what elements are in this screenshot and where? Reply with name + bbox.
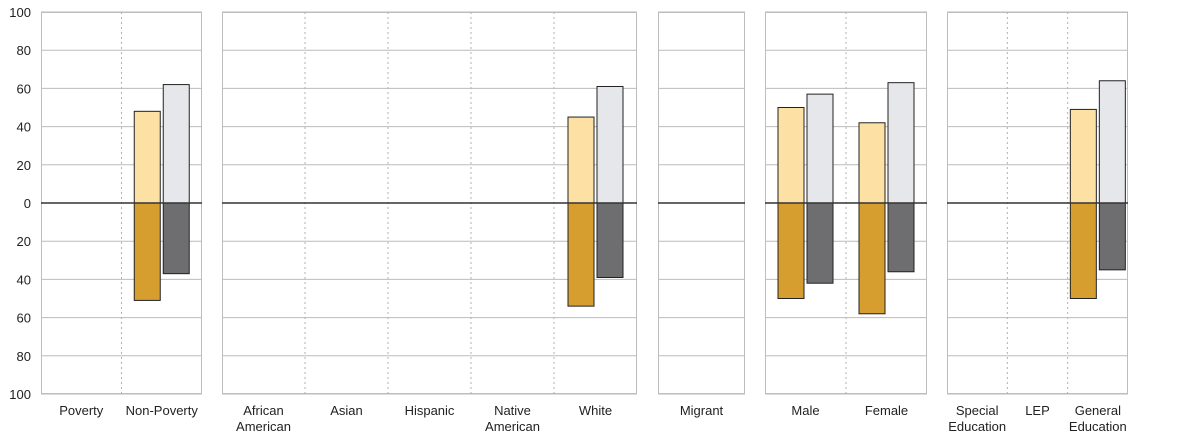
bar-upper-2 [806,93,834,204]
bar-lower-2 [1098,202,1126,271]
category-label: White [579,403,612,418]
bar-lower-2 [887,202,915,273]
category-label: Female [865,403,908,418]
bar-upper-1 [1069,108,1097,204]
category-label: General Education [1069,403,1127,434]
bar-upper-2 [887,82,915,204]
bar-lower-2 [162,202,190,275]
panel-1: Poverty Non-Poverty [41,11,202,418]
category-label: Asian [330,403,363,418]
panel-3: Migrant [658,11,745,418]
y-tick-label: 0 [24,196,31,211]
bar-lower-1 [1069,202,1097,299]
y-tick-label: 100 [9,387,31,402]
bar-upper-2 [1098,80,1126,204]
y-tick-label: 80 [17,43,31,58]
category-label: African American [236,403,291,434]
bar-upper-2 [596,85,624,204]
y-tick-label: 100 [9,5,31,20]
bar-upper-2 [162,84,190,204]
category-label: Special Education [948,403,1006,434]
panel-4: Male Female [765,11,927,418]
bar-upper-1 [133,110,161,204]
category-label: LEP [1025,403,1050,418]
bar-lower-1 [567,202,595,307]
y-tick-label: 40 [17,272,31,287]
bar-upper-1 [567,116,595,204]
category-label: Male [791,403,819,418]
category-label: Native American [485,403,540,434]
y-tick-label: 80 [17,349,31,364]
category-label: Non-Poverty [126,403,199,418]
bar-lower-1 [777,202,805,299]
bar-lower-2 [806,202,834,284]
panel-2: African American Asian Hispanic Native Americ… [222,11,637,434]
category-label: Hispanic [405,403,455,418]
bar-upper-1 [777,107,805,204]
bar-upper-1 [858,122,886,204]
category-label: Poverty [59,403,104,418]
category-label: Migrant [680,403,724,418]
y-tick-label: 20 [17,158,31,173]
bar-lower-2 [596,202,624,278]
bar-lower-1 [133,202,161,301]
panel-5: Special Education LEP General Education [947,11,1128,434]
y-axis: 100 80 60 40 20 0 20 40 60 80 100 [9,5,31,402]
y-tick-label: 60 [17,311,31,326]
y-tick-label: 60 [17,81,31,96]
y-tick-label: 40 [17,120,31,135]
bar-lower-1 [858,202,886,315]
chart-panels: Poverty Non-Poverty African American Asian Hi… [41,11,1128,434]
y-tick-label: 20 [17,234,31,249]
